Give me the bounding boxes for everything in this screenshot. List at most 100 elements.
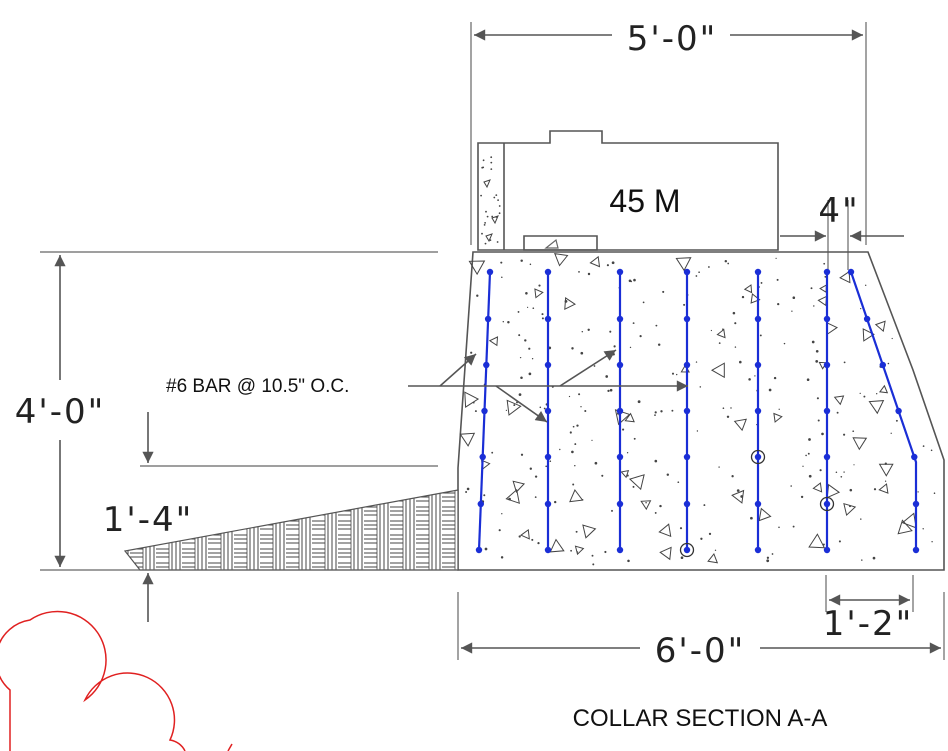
- aggregate-dot: [718, 342, 721, 344]
- aggregate-dot: [654, 411, 657, 414]
- curb-stipple-dot: [490, 156, 493, 159]
- rebar-dot: [912, 500, 920, 508]
- rebar-dot: [895, 407, 902, 415]
- base-width-dimension: 6'-0": [457, 592, 945, 671]
- aggregate-triangle: [488, 336, 499, 347]
- aggregate-triangle: [897, 519, 913, 535]
- aggregate-dot: [876, 393, 878, 395]
- aggregate-dot: [609, 388, 613, 392]
- revision-cloud: [0, 610, 186, 751]
- slope-depth-dimension: 1'-4": [103, 412, 438, 622]
- aggregate-dot: [632, 485, 635, 488]
- curb-stipple-dot: [482, 166, 485, 169]
- aggregate-dot: [568, 395, 571, 398]
- aggregate-dot: [520, 259, 523, 262]
- aggregate-dot: [606, 264, 609, 267]
- aggregate-dot: [843, 471, 845, 473]
- rebar-dot: [683, 407, 691, 415]
- aggregate-triangle: [773, 412, 783, 423]
- aggregate-triangle: [843, 502, 857, 517]
- aggregate-triangle: [852, 437, 868, 451]
- aggregate-dot: [792, 296, 796, 299]
- aggregate-dot: [659, 504, 662, 508]
- aggregate-dot: [890, 432, 892, 434]
- section-title: COLLAR SECTION A-A: [573, 705, 828, 732]
- aggregate-dot: [633, 437, 636, 440]
- aggregate-dot: [710, 329, 713, 332]
- offset-label: 4": [818, 191, 859, 231]
- aggregate-triangle: [707, 553, 719, 564]
- curb-block: 45 M: [477, 130, 779, 251]
- aggregate-triangle: [868, 400, 885, 415]
- rebar-dot: [823, 546, 831, 554]
- aggregate-dot: [609, 330, 612, 333]
- aggregate-triangle: [659, 546, 672, 561]
- aggregate-dot: [732, 311, 736, 315]
- aggregate-dot: [529, 263, 532, 266]
- aggregate-dot: [574, 464, 576, 467]
- aggregate-dot: [502, 320, 505, 323]
- aggregate-triangle: [826, 483, 841, 499]
- aggregate-dot: [491, 451, 494, 454]
- rebar-dot: [477, 500, 484, 508]
- aggregate-dot: [519, 356, 522, 359]
- aggregate-dot: [465, 491, 468, 493]
- aggregate-dot: [768, 388, 772, 392]
- aggregate-dot: [759, 334, 762, 337]
- aggregate-dot: [843, 361, 846, 364]
- aggregate-dot: [872, 556, 876, 560]
- aggregate-dot: [887, 362, 890, 365]
- aggregate-dot: [775, 257, 777, 260]
- aggregate-dot: [576, 424, 579, 427]
- rebar-dot: [683, 453, 691, 461]
- aggregate-dot: [654, 414, 656, 416]
- aggregate-dot: [528, 347, 531, 350]
- aggregate-dot: [532, 307, 535, 310]
- aggregate-dot: [517, 310, 520, 313]
- rebar-dot: [475, 546, 483, 554]
- aggregate-dot: [718, 466, 720, 468]
- aggregate-dot: [578, 271, 580, 273]
- aggregate-triangle: [512, 480, 526, 493]
- aggregate-dot: [572, 483, 575, 486]
- aggregate-triangle: [862, 328, 875, 342]
- aggregate-dot: [698, 271, 700, 274]
- aggregate-triangle: [624, 412, 635, 423]
- rebar-dot: [754, 500, 762, 508]
- rebar-callout: #6 BAR @ 10.5" O.C.: [166, 349, 689, 423]
- aggregate-triangle: [743, 284, 753, 294]
- aggregate-dot: [500, 556, 504, 559]
- aggregate-dot: [931, 541, 933, 543]
- aggregate-dot: [654, 459, 658, 463]
- aggregate-dot: [771, 553, 774, 555]
- aggregate-dot: [922, 528, 924, 530]
- aggregate-dot: [604, 550, 607, 554]
- aggregate-dot: [654, 511, 657, 514]
- aggregate-dot: [748, 378, 751, 381]
- aggregate-dot: [501, 513, 503, 515]
- aggregate-triangle: [534, 288, 544, 299]
- aggregate-dot: [816, 397, 819, 400]
- aggregate-dot: [476, 294, 479, 297]
- rebar-dot: [616, 315, 624, 323]
- curb-stipple-dot: [497, 199, 499, 202]
- aggregate-dot: [677, 481, 680, 484]
- aggregate-dot: [815, 349, 819, 353]
- aggregate-dot: [537, 542, 540, 545]
- aggregate-dot: [736, 489, 740, 492]
- rebar-dot: [616, 500, 624, 508]
- rebar-dot: [683, 315, 691, 323]
- aggregate-dot: [575, 530, 578, 533]
- aggregate-dot: [622, 428, 625, 431]
- aggregate-dot: [863, 395, 866, 398]
- aggregate-dot: [922, 445, 925, 447]
- curb-label: 45 M: [609, 183, 680, 219]
- aggregate-dot: [750, 516, 753, 520]
- aggregate-dot: [539, 406, 542, 409]
- aggregate-dot: [637, 400, 641, 404]
- aggregate-triangle: [459, 432, 476, 447]
- aggregate-dot: [671, 409, 674, 412]
- aggregate-dot: [700, 537, 703, 540]
- aggregate-dot: [633, 278, 636, 282]
- curb-stipple-dot: [490, 168, 493, 171]
